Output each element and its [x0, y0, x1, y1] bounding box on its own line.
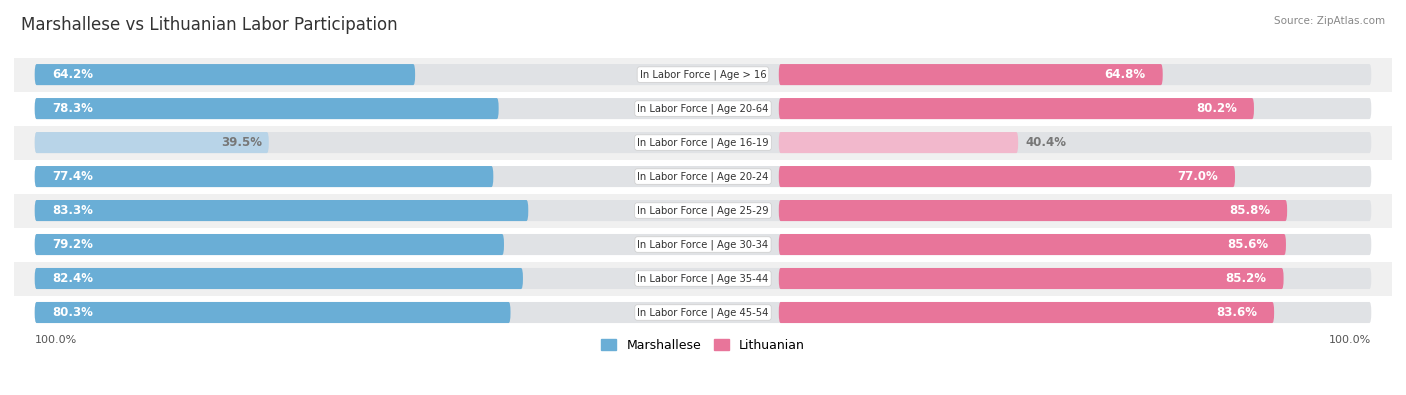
Text: In Labor Force | Age 20-64: In Labor Force | Age 20-64: [637, 103, 769, 114]
Text: In Labor Force | Age 20-24: In Labor Force | Age 20-24: [637, 171, 769, 182]
Text: Marshallese vs Lithuanian Labor Participation: Marshallese vs Lithuanian Labor Particip…: [21, 16, 398, 34]
FancyBboxPatch shape: [35, 166, 494, 187]
Text: 83.6%: 83.6%: [1216, 306, 1257, 319]
Text: 39.5%: 39.5%: [221, 136, 262, 149]
FancyBboxPatch shape: [35, 302, 510, 323]
Text: In Labor Force | Age > 16: In Labor Force | Age > 16: [640, 70, 766, 80]
FancyBboxPatch shape: [35, 200, 529, 221]
Text: 77.4%: 77.4%: [52, 170, 93, 183]
FancyBboxPatch shape: [35, 132, 269, 153]
FancyBboxPatch shape: [35, 268, 523, 289]
Text: 100.0%: 100.0%: [1329, 335, 1371, 345]
Text: In Labor Force | Age 16-19: In Labor Force | Age 16-19: [637, 137, 769, 148]
Text: 83.3%: 83.3%: [52, 204, 93, 217]
Text: In Labor Force | Age 45-54: In Labor Force | Age 45-54: [637, 307, 769, 318]
Text: 85.6%: 85.6%: [1227, 238, 1268, 251]
FancyBboxPatch shape: [779, 98, 1254, 119]
FancyBboxPatch shape: [35, 64, 1371, 85]
FancyBboxPatch shape: [35, 302, 1371, 323]
FancyBboxPatch shape: [35, 132, 1371, 153]
Text: 82.4%: 82.4%: [52, 272, 93, 285]
Text: In Labor Force | Age 25-29: In Labor Force | Age 25-29: [637, 205, 769, 216]
FancyBboxPatch shape: [779, 64, 1163, 85]
FancyBboxPatch shape: [35, 98, 499, 119]
Text: 40.4%: 40.4%: [1025, 136, 1066, 149]
FancyBboxPatch shape: [35, 64, 415, 85]
Text: 100.0%: 100.0%: [35, 335, 77, 345]
Bar: [14, 295, 1392, 329]
Text: In Labor Force | Age 30-34: In Labor Force | Age 30-34: [637, 239, 769, 250]
Bar: [14, 194, 1392, 228]
Bar: [14, 126, 1392, 160]
Bar: [14, 160, 1392, 194]
FancyBboxPatch shape: [35, 268, 1371, 289]
Text: 64.8%: 64.8%: [1104, 68, 1146, 81]
FancyBboxPatch shape: [779, 200, 1286, 221]
FancyBboxPatch shape: [779, 302, 1274, 323]
Text: 79.2%: 79.2%: [52, 238, 93, 251]
Text: 64.2%: 64.2%: [52, 68, 93, 81]
Text: 85.8%: 85.8%: [1229, 204, 1270, 217]
Text: In Labor Force | Age 35-44: In Labor Force | Age 35-44: [637, 273, 769, 284]
Text: 85.2%: 85.2%: [1226, 272, 1267, 285]
Text: 80.2%: 80.2%: [1197, 102, 1237, 115]
FancyBboxPatch shape: [779, 268, 1284, 289]
Bar: [14, 228, 1392, 261]
FancyBboxPatch shape: [35, 234, 503, 255]
FancyBboxPatch shape: [779, 132, 1018, 153]
FancyBboxPatch shape: [779, 234, 1286, 255]
Bar: [14, 58, 1392, 92]
Bar: [14, 261, 1392, 295]
FancyBboxPatch shape: [779, 166, 1234, 187]
Text: 80.3%: 80.3%: [52, 306, 93, 319]
FancyBboxPatch shape: [35, 98, 1371, 119]
Bar: [14, 92, 1392, 126]
Text: 78.3%: 78.3%: [52, 102, 93, 115]
FancyBboxPatch shape: [35, 200, 1371, 221]
FancyBboxPatch shape: [35, 234, 1371, 255]
Legend: Marshallese, Lithuanian: Marshallese, Lithuanian: [596, 334, 810, 357]
Text: 77.0%: 77.0%: [1177, 170, 1218, 183]
Text: Source: ZipAtlas.com: Source: ZipAtlas.com: [1274, 16, 1385, 26]
FancyBboxPatch shape: [35, 166, 1371, 187]
